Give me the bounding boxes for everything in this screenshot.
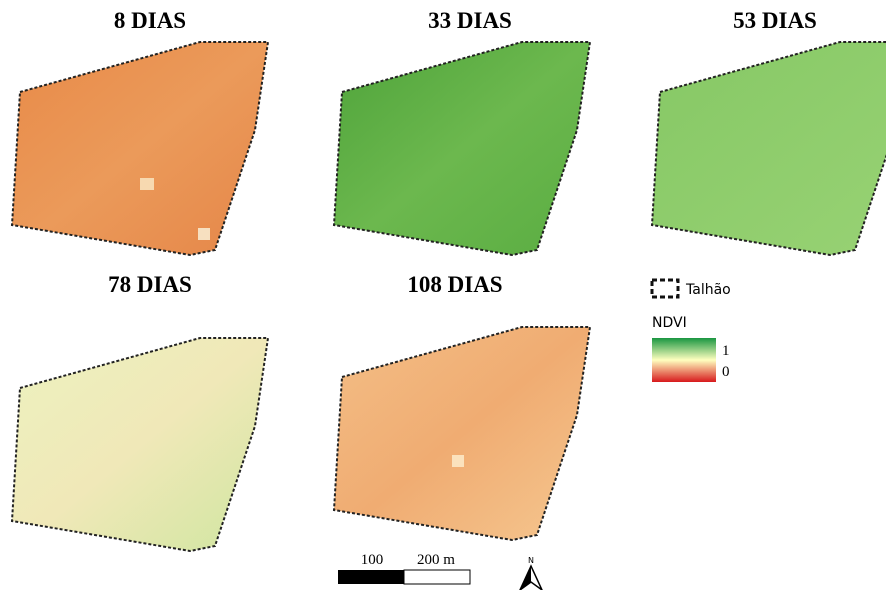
legend-min: 0 (722, 364, 730, 380)
legend-max: 1 (722, 343, 730, 359)
color-ramp (652, 338, 716, 382)
north-label: N (528, 556, 534, 565)
north-arrow: N (520, 556, 542, 590)
map-panel: 8 DIAS (12, 8, 268, 255)
scale-label: 200 m (417, 552, 455, 568)
map-panel: 108 DIAS (334, 272, 590, 540)
map-panel: 53 DIAS (652, 8, 886, 255)
map-panel: 33 DIAS (334, 8, 590, 255)
panel-title: 78 DIAS (108, 272, 192, 297)
map-panel: 78 DIAS (12, 272, 268, 551)
legend-boundary-swatch (652, 280, 678, 297)
panel-title: 8 DIAS (114, 8, 186, 33)
panel-title: 108 DIAS (407, 272, 502, 297)
scale-bar: 100 200 m (338, 552, 470, 584)
panel-title: 53 DIAS (733, 8, 817, 33)
legend-title: NDVI (652, 315, 687, 331)
figure: 8 DIAS 33 DIAS 53 DIAS 78 DIAS 108 DIAS … (0, 0, 886, 590)
legend-label: Talhão (685, 282, 731, 298)
scale-label: 100 (361, 552, 384, 568)
legend: Talhão NDVI 1 0 (652, 280, 731, 382)
panel-title: 33 DIAS (428, 8, 512, 33)
